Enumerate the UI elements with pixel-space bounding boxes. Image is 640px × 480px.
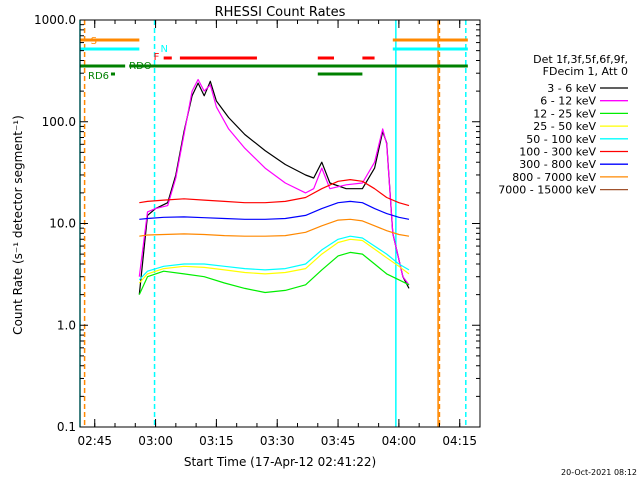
legend-label-8: 800 - 7000 keV	[512, 171, 596, 184]
legend-header-2: FDecim 1, Att 0	[543, 65, 628, 78]
series-line-6	[139, 179, 410, 207]
series-line-4	[138, 238, 410, 284]
flag-f-label: F	[154, 52, 160, 63]
legend-label-6: 100 - 300 keV	[519, 146, 596, 159]
x-tick-label-5: 03:45	[321, 434, 356, 448]
footer-timestamp: 20-Oct-2021 08:12	[561, 468, 637, 477]
series-line-3	[138, 251, 410, 295]
x-tick-label-4: 03:30	[260, 434, 295, 448]
legend-label-5: 50 - 100 keV	[526, 133, 596, 146]
x-tick-label-6: 04:00	[382, 434, 417, 448]
flag-rd6-label: RD6	[88, 71, 109, 82]
legend-header-1: Det 1f,3f,5f,6f,9f,	[533, 53, 628, 66]
legend-label-3: 12 - 25 keV	[533, 107, 596, 120]
legend-label-9: 7000 - 15000 keV	[498, 184, 596, 197]
flag-rdo-label: RDO	[129, 61, 152, 72]
legend: Det 1f,3f,5f,6f,9f,FDecim 1, Att 0 3 - 6 …	[498, 53, 628, 197]
x-axis: 02:45 03:00 03:15 03:30 03:45 04:00 04:15	[77, 20, 481, 448]
flag-n-label: N	[161, 44, 168, 55]
legend-label-4: 25 - 50 keV	[533, 120, 596, 133]
series-line-2	[138, 78, 410, 286]
legend-label-7: 300 - 800 keV	[519, 158, 596, 171]
y-axis-label: Count Rate (s⁻¹ detector segment⁻¹)	[11, 115, 25, 335]
series-line-8	[139, 218, 410, 237]
y-tick-label-1: 0.1	[57, 420, 76, 434]
flag-s-label: S	[91, 36, 97, 47]
x-tick-label-7: 04:15	[442, 434, 477, 448]
y-tick-label-4: 100.0	[42, 115, 76, 129]
y-tick-label-5: 1000.0	[34, 13, 76, 27]
series-line-7	[139, 200, 410, 220]
legend-label-1: 3 - 6 keV	[547, 82, 596, 95]
x-tick-label-2: 03:00	[138, 434, 173, 448]
chart-title: RHESSI Count Rates	[215, 5, 346, 20]
series-line-5	[138, 235, 410, 281]
y-axis: 0.1 1.0 10.0 100.0 1000.0	[34, 13, 480, 434]
x-tick-label-3: 03:15	[199, 434, 234, 448]
x-axis-label: Start Time (17-Apr-12 02:41:22)	[184, 455, 376, 469]
legend-label-2: 6 - 12 keV	[540, 95, 596, 108]
y-tick-label-3: 10.0	[49, 217, 76, 231]
y-tick-label-2: 1.0	[57, 318, 76, 332]
x-tick-label-1: 02:45	[77, 434, 112, 448]
